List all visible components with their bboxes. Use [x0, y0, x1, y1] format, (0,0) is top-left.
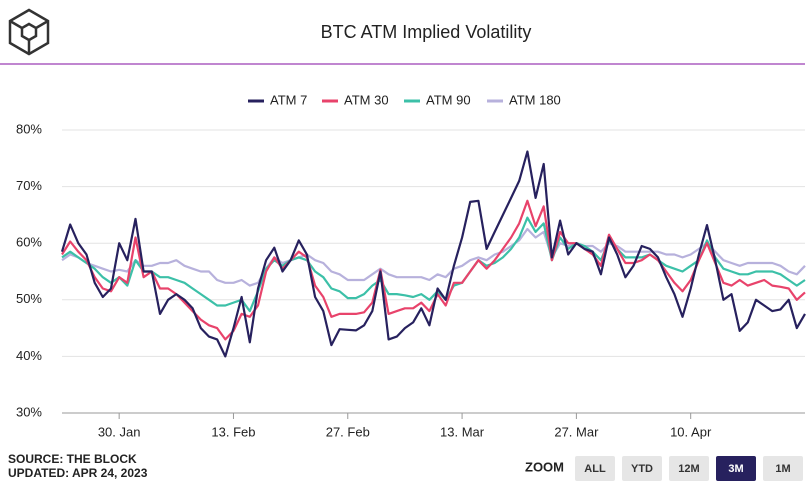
zoom-button-bg[interactable] — [622, 456, 662, 481]
y-tick-label: 70% — [16, 178, 42, 193]
series-line — [61, 216, 806, 313]
zoom-button[interactable]: ALL — [575, 456, 615, 481]
legend-label: ATM 30 — [344, 92, 389, 107]
x-tick-label: 10. Apr — [670, 424, 712, 439]
zoom-button-bg[interactable] — [669, 456, 709, 481]
y-tick-label: 60% — [16, 235, 42, 250]
y-tick-label: 30% — [16, 404, 42, 419]
series-line — [61, 199, 806, 341]
zoom-button[interactable]: 1M — [763, 456, 803, 481]
updated: UPDATED: APR 24, 2023 — [8, 466, 148, 480]
x-tick-label: 30. Jan — [98, 424, 141, 439]
y-tick-label: 40% — [16, 348, 42, 363]
y-tick-label: 80% — [16, 121, 42, 136]
x-tick-label: 13. Mar — [440, 424, 485, 439]
zoom-button-bg[interactable] — [763, 456, 803, 481]
legend-label: ATM 90 — [426, 92, 471, 107]
zoom-label: ZOOM — [525, 459, 564, 474]
legend-item: ATM 30 — [322, 92, 389, 107]
zoom-button-bg[interactable] — [575, 456, 615, 481]
legend-label: ATM 180 — [509, 92, 561, 107]
series-line — [60, 150, 806, 358]
zoom-button[interactable]: YTD — [622, 456, 662, 481]
legend-item: ATM 90 — [404, 92, 471, 107]
x-tick-label: 27. Mar — [554, 424, 599, 439]
zoom-button-bg[interactable] — [716, 456, 756, 481]
zoom-button-label[interactable]: YTD — [631, 463, 653, 475]
chart-title: BTC ATM Implied Volatility — [321, 22, 532, 42]
zoom-button-label[interactable]: 12M — [678, 463, 699, 475]
logo — [8, 8, 50, 56]
legend-item: ATM 7 — [248, 92, 307, 107]
x-tick-label: 13. Feb — [211, 424, 255, 439]
series-line — [61, 227, 806, 287]
zoom-button[interactable]: 12M — [669, 456, 709, 481]
legend-item: ATM 180 — [487, 92, 561, 107]
zoom-button-label[interactable]: 1M — [775, 463, 790, 475]
zoom-button-label[interactable]: ALL — [584, 463, 606, 475]
x-tick-label: 27. Feb — [326, 424, 370, 439]
legend-label: ATM 7 — [270, 92, 307, 107]
y-tick-label: 50% — [16, 291, 42, 306]
zoom-button-label[interactable]: 3M — [728, 463, 743, 475]
zoom-button[interactable]: 3M — [716, 456, 756, 481]
source: SOURCE: THE BLOCK — [8, 452, 137, 466]
